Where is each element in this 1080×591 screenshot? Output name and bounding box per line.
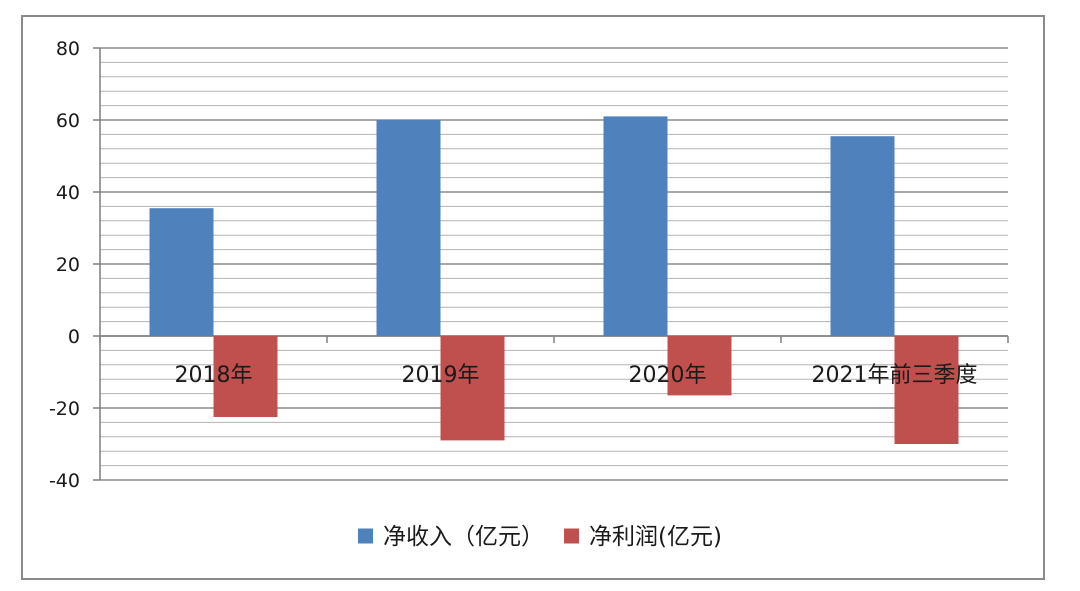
bar (149, 208, 214, 336)
legend-label: 净收入（亿元） (383, 524, 544, 550)
y-tick-label: 0 (68, 326, 80, 348)
bars (149, 116, 959, 444)
bar (440, 336, 505, 441)
y-tick-label: -40 (49, 470, 80, 492)
y-tick-label: 60 (56, 110, 80, 132)
x-category-label: 2018年 (175, 363, 253, 388)
y-tick-label: 40 (56, 182, 80, 204)
legend-label: 净利润(亿元) (589, 524, 722, 550)
bar (376, 120, 441, 336)
y-tick-label: -20 (49, 398, 80, 420)
legend-swatch (358, 528, 374, 544)
bar (830, 136, 895, 336)
bar (213, 336, 278, 417)
x-category-label: 2020年 (629, 363, 707, 388)
legend-swatch (564, 528, 580, 544)
x-category-label: 2019年 (402, 363, 480, 388)
bar (603, 116, 668, 337)
legend-item: 净收入（亿元） (358, 524, 544, 550)
legend: 净收入（亿元） 净利润(亿元) (358, 524, 722, 550)
bar (667, 336, 732, 396)
legend-item: 净利润(亿元) (564, 524, 722, 550)
bar (894, 336, 959, 444)
x-category-label: 2021年前三季度 (812, 363, 978, 388)
y-tick-label: 80 (56, 38, 80, 60)
axis-labels: 80 60 40 20 0 -20 -40 2018年 2019年 2020年 2021年前三季度 (49, 38, 978, 492)
y-tick-label: 20 (56, 254, 80, 276)
